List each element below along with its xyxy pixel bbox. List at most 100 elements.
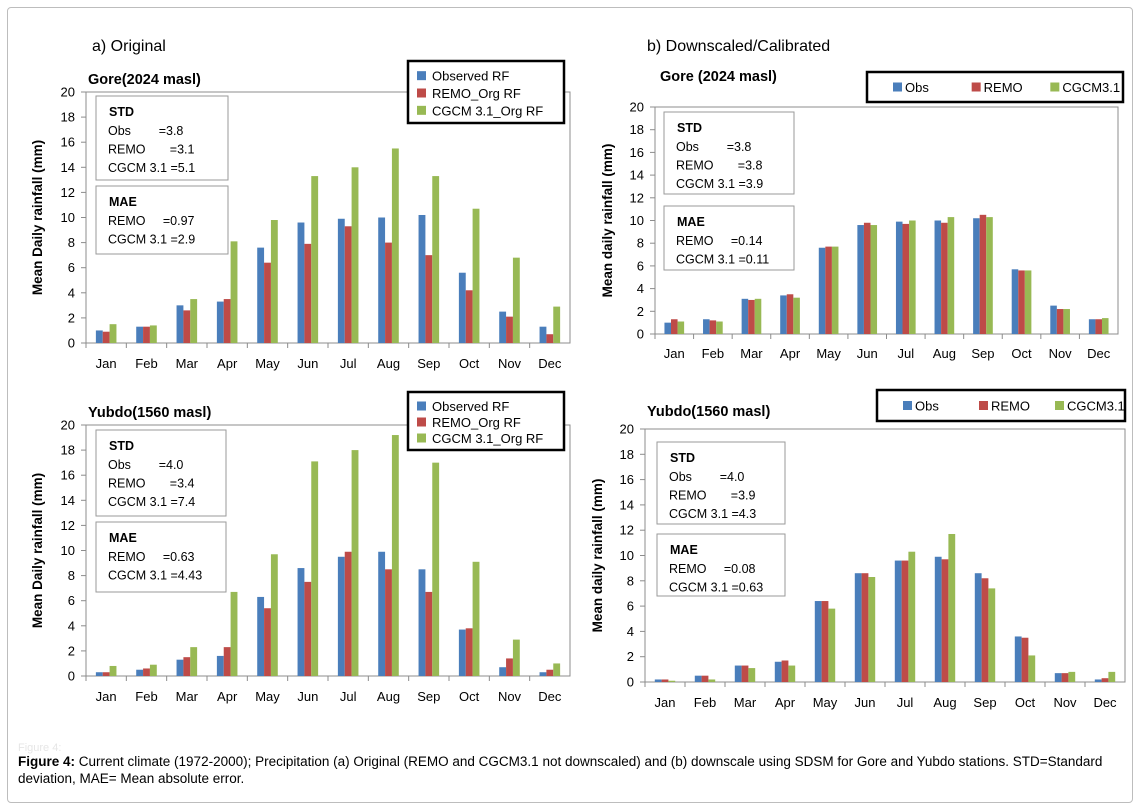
a_yubdo-bar-cgcm-3-1-org-rf xyxy=(553,663,561,676)
b_gore-ytick-label: 10 xyxy=(630,213,644,228)
a_gore-std-line: Obs =3.8 xyxy=(108,124,183,138)
b_gore-legend-swatch xyxy=(893,82,902,92)
section-title-downscaled: b) Downscaled/Calibrated xyxy=(647,38,831,55)
b_gore-bar-obs xyxy=(934,220,942,334)
a_gore-legend-swatch xyxy=(417,88,426,98)
a_yubdo-ytick-label: 0 xyxy=(68,669,75,684)
b_gore-ytick-label: 12 xyxy=(630,190,644,205)
a_yubdo-xtick-label: Jun xyxy=(297,689,318,704)
a_yubdo-xtick-label: Feb xyxy=(135,689,157,704)
b_yubdo-mae-line: REMO =0.08 xyxy=(669,562,756,576)
b_gore-legend-swatch xyxy=(1050,82,1060,92)
b_yubdo-xtick-label: Dec xyxy=(1093,695,1117,710)
b_gore-bar-obs xyxy=(664,322,672,334)
b_yubdo-bar-remo xyxy=(1061,673,1069,682)
a_gore-ytick-label: 18 xyxy=(61,110,75,125)
b_gore-bar-remo xyxy=(825,246,832,334)
b_gore-bar-remo xyxy=(1095,319,1102,334)
b_yubdo-std-line: Obs =4.0 xyxy=(669,470,744,484)
a_yubdo-bar-cgcm-3-1-org-rf xyxy=(270,554,278,676)
b_yubdo-bar-obs xyxy=(1054,673,1062,682)
a_gore-ytick-label: 16 xyxy=(61,135,75,150)
a_yubdo-ylabel: Mean Daily rainfall (mm) xyxy=(30,473,45,628)
a_yubdo-bar-remo-org-rf xyxy=(223,647,231,676)
a_yubdo-mae-line: REMO =0.63 xyxy=(108,550,195,564)
a_gore-mae-box xyxy=(95,185,229,255)
a_gore-bar-observed-rf xyxy=(257,247,265,343)
a_gore-bar-cgcm-3-1-org-rf xyxy=(512,257,520,343)
b_yubdo-bar-obs xyxy=(814,601,822,682)
b_gore-ytick-label: 16 xyxy=(630,145,644,160)
a_yubdo-bar-cgcm-3-1-org-rf xyxy=(149,664,157,676)
b_gore-bar-cgcm3-1 xyxy=(986,217,993,334)
b_yubdo-bar-obs xyxy=(734,665,742,682)
a_yubdo-bar-observed-rf xyxy=(539,672,547,676)
a_yubdo-bar-remo-org-rf xyxy=(143,668,150,676)
a_gore-ytick-label: 8 xyxy=(68,235,75,250)
b_yubdo-bar-remo xyxy=(1101,678,1109,682)
a_yubdo-bar-cgcm-3-1-org-rf xyxy=(230,591,238,676)
b_gore-mae-box xyxy=(663,205,795,271)
b_gore-ylabel: Mean daily rainfall (mm) xyxy=(600,144,615,298)
b_gore-bar-cgcm3-1 xyxy=(870,225,878,334)
b_gore-xtick-label: Jan xyxy=(664,346,685,361)
a_gore-legend-box xyxy=(406,59,566,125)
b_yubdo-ytick-label: 8 xyxy=(627,573,634,588)
b_gore-xtick-label: Oct xyxy=(1011,346,1032,361)
b_yubdo-xtick-label: Mar xyxy=(734,695,757,710)
b_gore-xtick-label: Feb xyxy=(702,346,724,361)
a_yubdo-ytick-label: 10 xyxy=(61,543,75,558)
b_yubdo-xtick-label: Sep xyxy=(973,695,996,710)
b_gore-xtick-label: Nov xyxy=(1049,346,1073,361)
a_gore-bar-remo-org-rf xyxy=(102,331,110,343)
a_gore-bar-remo-org-rf xyxy=(425,255,433,343)
b_gore-xtick-label: Jun xyxy=(857,346,878,361)
b_yubdo-bar-obs xyxy=(974,573,982,682)
a_yubdo-bar-remo-org-rf xyxy=(304,581,312,676)
b_yubdo-bar-cgcm3-1 xyxy=(1068,671,1076,682)
b_yubdo-bar-remo xyxy=(941,559,949,682)
a_yubdo-std-line: CGCM 3.1 =7.4 xyxy=(108,495,195,509)
a_yubdo-bar-observed-rf xyxy=(216,655,224,676)
section-title-original: a) Original xyxy=(92,38,166,55)
b_yubdo-xtick-label: Jul xyxy=(897,695,914,710)
b_yubdo-ytick-label: 14 xyxy=(620,497,634,512)
b_gore-mae-title: MAE xyxy=(677,215,705,229)
b_yubdo-bar-cgcm3-1 xyxy=(748,668,756,682)
a_yubdo-bar-observed-rf xyxy=(499,667,507,676)
b_gore-bar-remo xyxy=(941,222,948,334)
caption-text: Current climate (1972-2000); Precipitati… xyxy=(18,754,1103,786)
b_gore-mae-line: REMO =0.14 xyxy=(676,234,763,248)
b_gore-bar-obs xyxy=(780,295,787,334)
b_yubdo-bar-cgcm3-1 xyxy=(948,533,956,682)
b_yubdo-mae-box xyxy=(656,533,786,597)
a_yubdo-legend-label: CGCM 3.1_Org RF xyxy=(432,431,543,446)
b_yubdo-bar-remo xyxy=(781,660,789,682)
b_yubdo-legend-box xyxy=(875,388,1127,423)
b_gore-bar-obs xyxy=(818,247,826,334)
a_yubdo-bar-remo-org-rf xyxy=(344,551,352,676)
a_gore-bar-remo-org-rf xyxy=(344,226,352,343)
a_gore-bar-remo-org-rf xyxy=(546,334,554,343)
a_gore-xtick-label: Apr xyxy=(217,356,238,371)
b_yubdo-std-title: STD xyxy=(670,451,695,465)
b_yubdo-bar-cgcm3-1 xyxy=(788,665,796,682)
a_yubdo-xtick-label: Mar xyxy=(176,689,199,704)
b_yubdo-ytick-label: 6 xyxy=(627,599,634,614)
b_gore-mae-line: CGCM 3.1 =0.11 xyxy=(676,253,769,267)
a_yubdo-mae-title: MAE xyxy=(109,531,137,545)
b_gore-bar-obs xyxy=(857,225,864,334)
b_gore-bar-obs xyxy=(973,218,980,334)
a_yubdo-xtick-label: Oct xyxy=(459,689,480,704)
b_gore-ytick-label: 18 xyxy=(630,122,644,137)
b_yubdo-bar-remo xyxy=(661,679,669,682)
b_gore-xtick-label: Sep xyxy=(971,346,994,361)
a_gore-xtick-label: Dec xyxy=(538,356,562,371)
b_gore-legend-label: CGCM3.1 xyxy=(1062,80,1120,95)
b_yubdo-bar-cgcm3-1 xyxy=(708,679,716,682)
a_gore-bar-cgcm-3-1-org-rf xyxy=(270,220,278,343)
a_gore-legend-swatch xyxy=(417,105,426,115)
b_gore-ytick-label: 2 xyxy=(637,304,644,319)
b_gore-std-line: CGCM 3.1 =3.9 xyxy=(676,177,763,191)
